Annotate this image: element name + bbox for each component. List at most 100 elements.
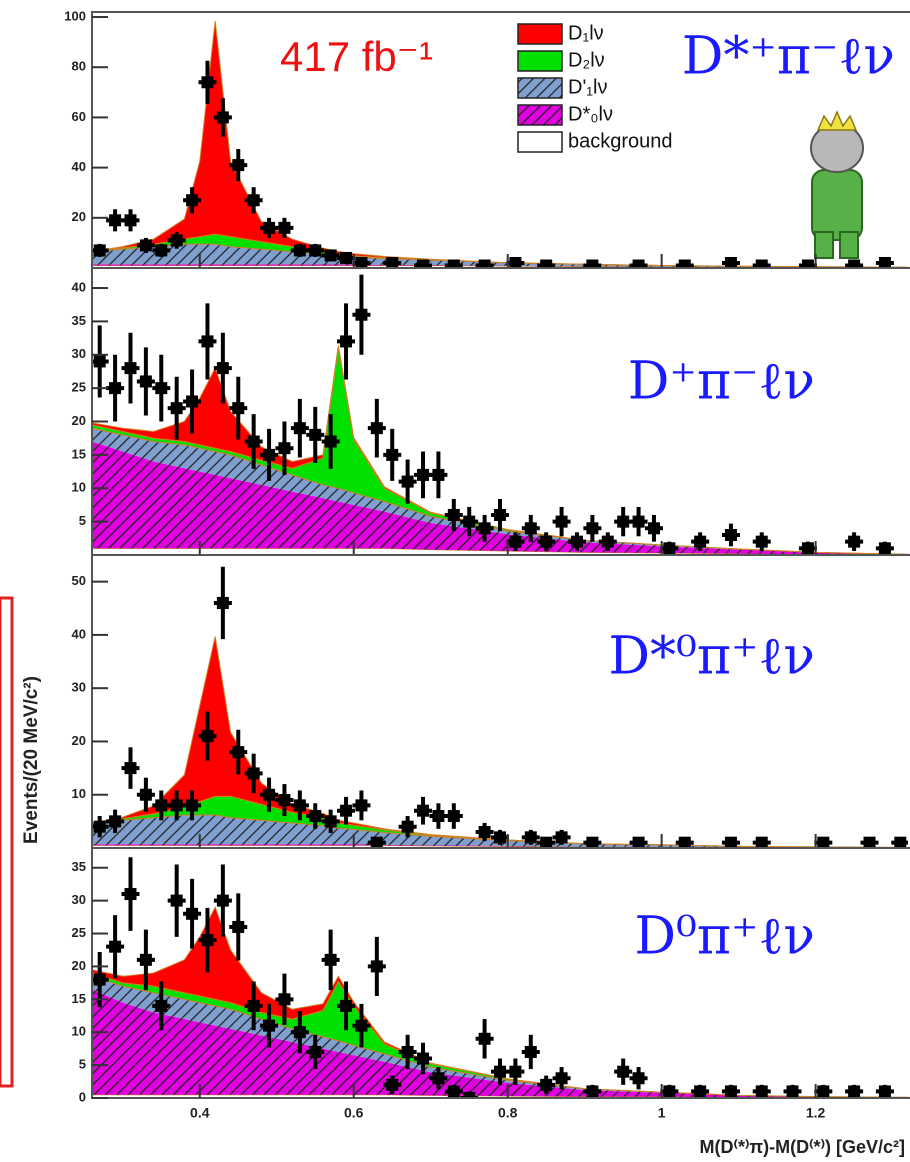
data-point: [817, 1085, 830, 1098]
data-point: [324, 815, 337, 828]
data-point: [139, 953, 152, 966]
data-point: [293, 799, 306, 812]
data-point: [201, 730, 214, 743]
y-tick-label: 0: [79, 1089, 86, 1104]
data-point: [647, 522, 660, 535]
data-point: [124, 362, 137, 375]
data-point: [555, 1072, 568, 1085]
data-point: [694, 535, 707, 548]
y-tick-label: 20: [72, 733, 86, 748]
data-point: [232, 402, 245, 415]
data-point: [432, 1072, 445, 1085]
data-point: [555, 831, 568, 844]
data-point: [232, 746, 245, 759]
data-point: [432, 810, 445, 823]
data-point: [509, 535, 522, 548]
data-point: [478, 826, 491, 839]
y-tick-label: 40: [72, 159, 86, 174]
data-point: [386, 448, 399, 461]
x-tick-label: 0.6: [344, 1105, 364, 1121]
data-point: [524, 831, 537, 844]
data-point: [170, 234, 183, 247]
data-point: [463, 1092, 476, 1098]
data-point: [570, 535, 583, 548]
data-point: [109, 214, 122, 227]
data-point: [216, 596, 229, 609]
channel-label: D*⁰π⁺ℓν: [608, 627, 815, 687]
data-point: [494, 1065, 506, 1078]
y-tick-label: 30: [72, 892, 86, 907]
data-point: [401, 475, 414, 488]
legend-swatch: [517, 50, 563, 72]
data-point: [247, 999, 260, 1012]
data-point: [386, 256, 399, 268]
data-point: [201, 335, 214, 348]
data-point: [586, 1085, 599, 1098]
y-tick-label: 100: [64, 8, 86, 23]
data-point: [494, 831, 506, 844]
y-tick-label: 10: [72, 1024, 86, 1039]
data-point: [309, 810, 322, 823]
data-point: [509, 1065, 522, 1078]
data-point: [93, 244, 106, 257]
data-point: [155, 382, 168, 395]
stacked-area: [92, 989, 908, 1098]
data-point: [447, 259, 460, 268]
data-point: [663, 1085, 676, 1098]
data-point: [186, 395, 199, 408]
side-box: [0, 596, 14, 1088]
legend-swatch: [517, 23, 563, 45]
data-point: [540, 1078, 553, 1091]
data-point: [663, 542, 676, 555]
data-point: [340, 251, 353, 264]
data-point: [878, 256, 891, 268]
data-point: [478, 1032, 491, 1045]
data-point: [755, 535, 768, 548]
data-point: [586, 836, 599, 848]
data-point: [786, 1085, 799, 1098]
data-point: [93, 820, 106, 833]
data-point: [848, 259, 861, 268]
data-point: [586, 522, 599, 535]
y-tick-label: 35: [72, 859, 86, 874]
plot-area: [92, 566, 908, 848]
data-point: [216, 111, 229, 124]
data-point: [478, 259, 491, 268]
data-point: [494, 508, 506, 521]
x-tick-label: 0.4: [190, 1105, 210, 1121]
channel-label: D*⁺π⁻ℓν: [682, 27, 895, 87]
data-point: [109, 940, 122, 953]
data-point: [447, 1085, 460, 1098]
data-point: [417, 1052, 430, 1065]
stacked-area: [92, 264, 908, 268]
legend-label: D₁lν: [568, 22, 604, 44]
data-point: [293, 1026, 306, 1039]
y-tick-label: 30: [72, 346, 86, 361]
data-point: [417, 804, 430, 817]
data-point: [109, 815, 122, 828]
data-point: [817, 836, 830, 848]
data-point: [247, 435, 260, 448]
y-tick-label: 15: [72, 446, 86, 461]
data-point: [801, 542, 814, 555]
stacked-area: [92, 244, 908, 268]
data-point: [863, 836, 876, 848]
data-point: [324, 953, 337, 966]
legend-label: D'₁lν: [568, 76, 607, 98]
data-point: [139, 375, 152, 388]
stacked-area: [92, 20, 908, 268]
data-point: [417, 259, 430, 268]
data-point: [186, 907, 199, 920]
legend-label: D₂lν: [568, 49, 605, 71]
data-point: [478, 522, 491, 535]
y-tick-label: 5: [79, 1057, 86, 1072]
data-point: [263, 788, 276, 801]
y-tick-label: 5: [79, 513, 86, 528]
x-axis-label: M(D⁽*⁾π)-M(D⁽*⁾) [GeV/c²]: [700, 1137, 905, 1157]
data-point: [263, 448, 276, 461]
legend-swatch: [517, 77, 563, 99]
data-point: [755, 836, 768, 848]
data-point: [139, 788, 152, 801]
plot-area: [92, 20, 908, 268]
data-point: [309, 244, 322, 257]
